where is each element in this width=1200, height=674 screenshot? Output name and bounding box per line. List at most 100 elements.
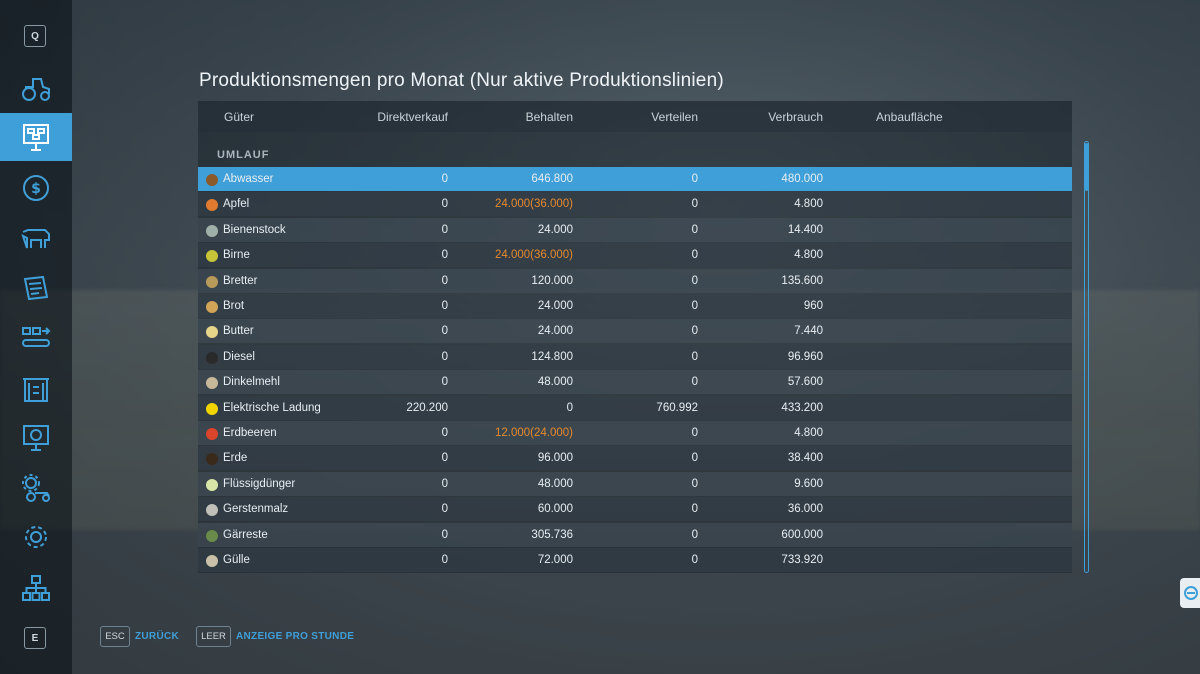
tractor-icon [22, 78, 50, 101]
goods-name: Gärreste [223, 528, 268, 541]
direct-sale-value: 0 [441, 274, 448, 287]
table-row[interactable]: Elektrische Ladung 220.200 0 760.992 433.200 [198, 395, 1072, 420]
scrollbar-thumb[interactable] [1085, 143, 1088, 191]
table-row[interactable]: Bretter 0 120.000 0 135.600 [198, 268, 1072, 293]
consumption-value: 7.440 [794, 325, 823, 338]
toggle-per-hour-button[interactable]: ANZEIGE PRO STUNDE [236, 631, 355, 642]
table-row[interactable]: Gülle 0 72.000 0 733.920 [198, 548, 1072, 572]
table-row[interactable]: Butter 0 24.000 0 7.440 [198, 319, 1072, 344]
slurry-icon [204, 552, 220, 568]
consumption-value: 4.800 [794, 249, 823, 262]
sidebar-item-vehicles[interactable] [0, 64, 72, 112]
direct-sale-value: 0 [441, 427, 448, 439]
sidebar-item-settings[interactable] [0, 513, 72, 561]
table-header: Güter Direktverkauf Behalten Verteilen V… [198, 101, 1072, 132]
distribute-value: 0 [691, 376, 698, 389]
sidebar-item-vehicle-settings[interactable] [0, 464, 72, 512]
sidebar-item-statistics[interactable] [0, 413, 72, 461]
consumption-value: 135.600 [781, 274, 823, 287]
consumption-value: 9.600 [794, 477, 823, 490]
direct-sale-value: 0 [441, 173, 448, 185]
keep-value: 24.000 [537, 325, 573, 338]
goods-name: Flüssigdünger [223, 477, 296, 490]
table-row[interactable]: Dinkelmehl 0 48.000 0 57.600 [198, 370, 1072, 395]
electric-warning-icon [204, 400, 220, 416]
soil-icon [204, 450, 220, 466]
sidebar-item-contracts[interactable] [0, 264, 72, 312]
table-row[interactable]: Birne 0 24.000(36.000) 0 4.800 [198, 243, 1072, 268]
table-row[interactable]: Brot 0 24.000 0 960 [198, 294, 1072, 318]
column-header-consumption[interactable]: Verbrauch [768, 110, 823, 124]
keep-value: 305.736 [531, 528, 573, 541]
hierarchy-icon [22, 575, 50, 601]
table-scrollbar[interactable] [1084, 141, 1089, 573]
distribute-value: 0 [691, 528, 698, 541]
direct-sale-value: 0 [441, 198, 448, 211]
table-row[interactable]: Abwasser 0 646.800 0 480.000 [198, 167, 1072, 191]
sidebar-item-storage[interactable] [0, 364, 72, 412]
column-header-distribute[interactable]: Verteilen [651, 110, 698, 124]
space-key-hint[interactable]: LEER [196, 626, 231, 647]
column-header-goods[interactable]: Güter [224, 110, 255, 124]
table-row[interactable]: Erdbeeren 0 12.000(24.000) 0 4.800 [198, 421, 1072, 445]
butter-icon [204, 323, 220, 339]
pear-icon [204, 247, 220, 263]
conveyor-icon [22, 327, 51, 347]
sidebar-item-production-chains[interactable] [0, 313, 72, 361]
distribute-value: 0 [691, 173, 698, 185]
goods-name: Apfel [223, 198, 250, 211]
table-row[interactable]: Gerstenmalz 0 60.000 0 36.000 [198, 497, 1072, 522]
table-row[interactable]: Bienenstock 0 24.000 0 14.400 [198, 217, 1072, 242]
keep-value: 60.000 [537, 503, 573, 516]
distribute-value: 0 [691, 300, 698, 312]
consumption-value: 4.800 [794, 198, 823, 211]
keep-value: 48.000 [537, 376, 573, 389]
direct-sale-value: 0 [441, 249, 448, 262]
esc-key-hint[interactable]: ESC [100, 626, 130, 647]
column-header-keep[interactable]: Behalten [525, 110, 573, 124]
side-panel-icon [1184, 586, 1198, 600]
keep-value: 24.000 [537, 223, 573, 236]
direct-sale-value: 0 [441, 223, 448, 236]
sidebar-nav: Q $ [0, 0, 72, 674]
back-button[interactable]: ZURÜCK [135, 631, 180, 642]
sidebar-item-production[interactable] [0, 113, 72, 161]
goods-name: Brot [223, 300, 245, 312]
table-row[interactable]: Gärreste 0 305.736 0 600.000 [198, 522, 1072, 547]
keep-value: 120.000 [531, 274, 573, 287]
table-row[interactable]: Apfel 0 24.000(36.000) 0 4.800 [198, 192, 1072, 217]
table-row[interactable]: Erde 0 96.000 0 38.400 [198, 446, 1072, 471]
table-row[interactable]: Flüssigdünger 0 48.000 0 9.600 [198, 471, 1072, 496]
keep-value: 124.800 [531, 350, 573, 363]
consumption-value: 4.800 [794, 427, 823, 439]
goods-name: Erdbeeren [223, 427, 277, 439]
svg-text:$: $ [31, 181, 41, 197]
direct-sale-value: 0 [441, 554, 448, 566]
direct-sale-value: 220.200 [406, 401, 448, 414]
goods-name: Erde [223, 452, 248, 465]
sidebar-item-help[interactable] [0, 564, 72, 612]
section-label: UMLAUF [217, 149, 270, 161]
column-header-cultivation-area[interactable]: Anbaufläche [876, 110, 943, 124]
beehive-icon [204, 222, 220, 238]
side-panel-toggle[interactable] [1180, 578, 1200, 608]
table-row[interactable]: Diesel 0 124.800 0 96.960 [198, 344, 1072, 369]
direct-sale-value: 0 [441, 325, 448, 338]
sidebar-item-finances[interactable]: $ [0, 164, 72, 212]
keep-value: 72.000 [537, 554, 573, 566]
vehicle-settings-icon [22, 474, 50, 502]
planks-icon [204, 273, 220, 289]
distribute-value: 0 [691, 198, 698, 211]
direct-sale-value: 0 [441, 452, 448, 465]
keep-value: 24.000(36.000) [494, 198, 573, 211]
goods-name: Dinkelmehl [223, 376, 280, 389]
distribute-value: 0 [691, 554, 698, 566]
direct-sale-value: 0 [441, 503, 448, 516]
direct-sale-value: 0 [441, 300, 448, 312]
sidebar-item-animals[interactable] [0, 213, 72, 261]
next-page-key-hint[interactable]: E [24, 627, 46, 649]
consumption-value: 480.000 [781, 173, 823, 185]
prev-page-key-hint[interactable]: Q [24, 25, 46, 47]
silo-icon [23, 378, 49, 402]
column-header-direct-sale[interactable]: Direktverkauf [377, 110, 448, 124]
